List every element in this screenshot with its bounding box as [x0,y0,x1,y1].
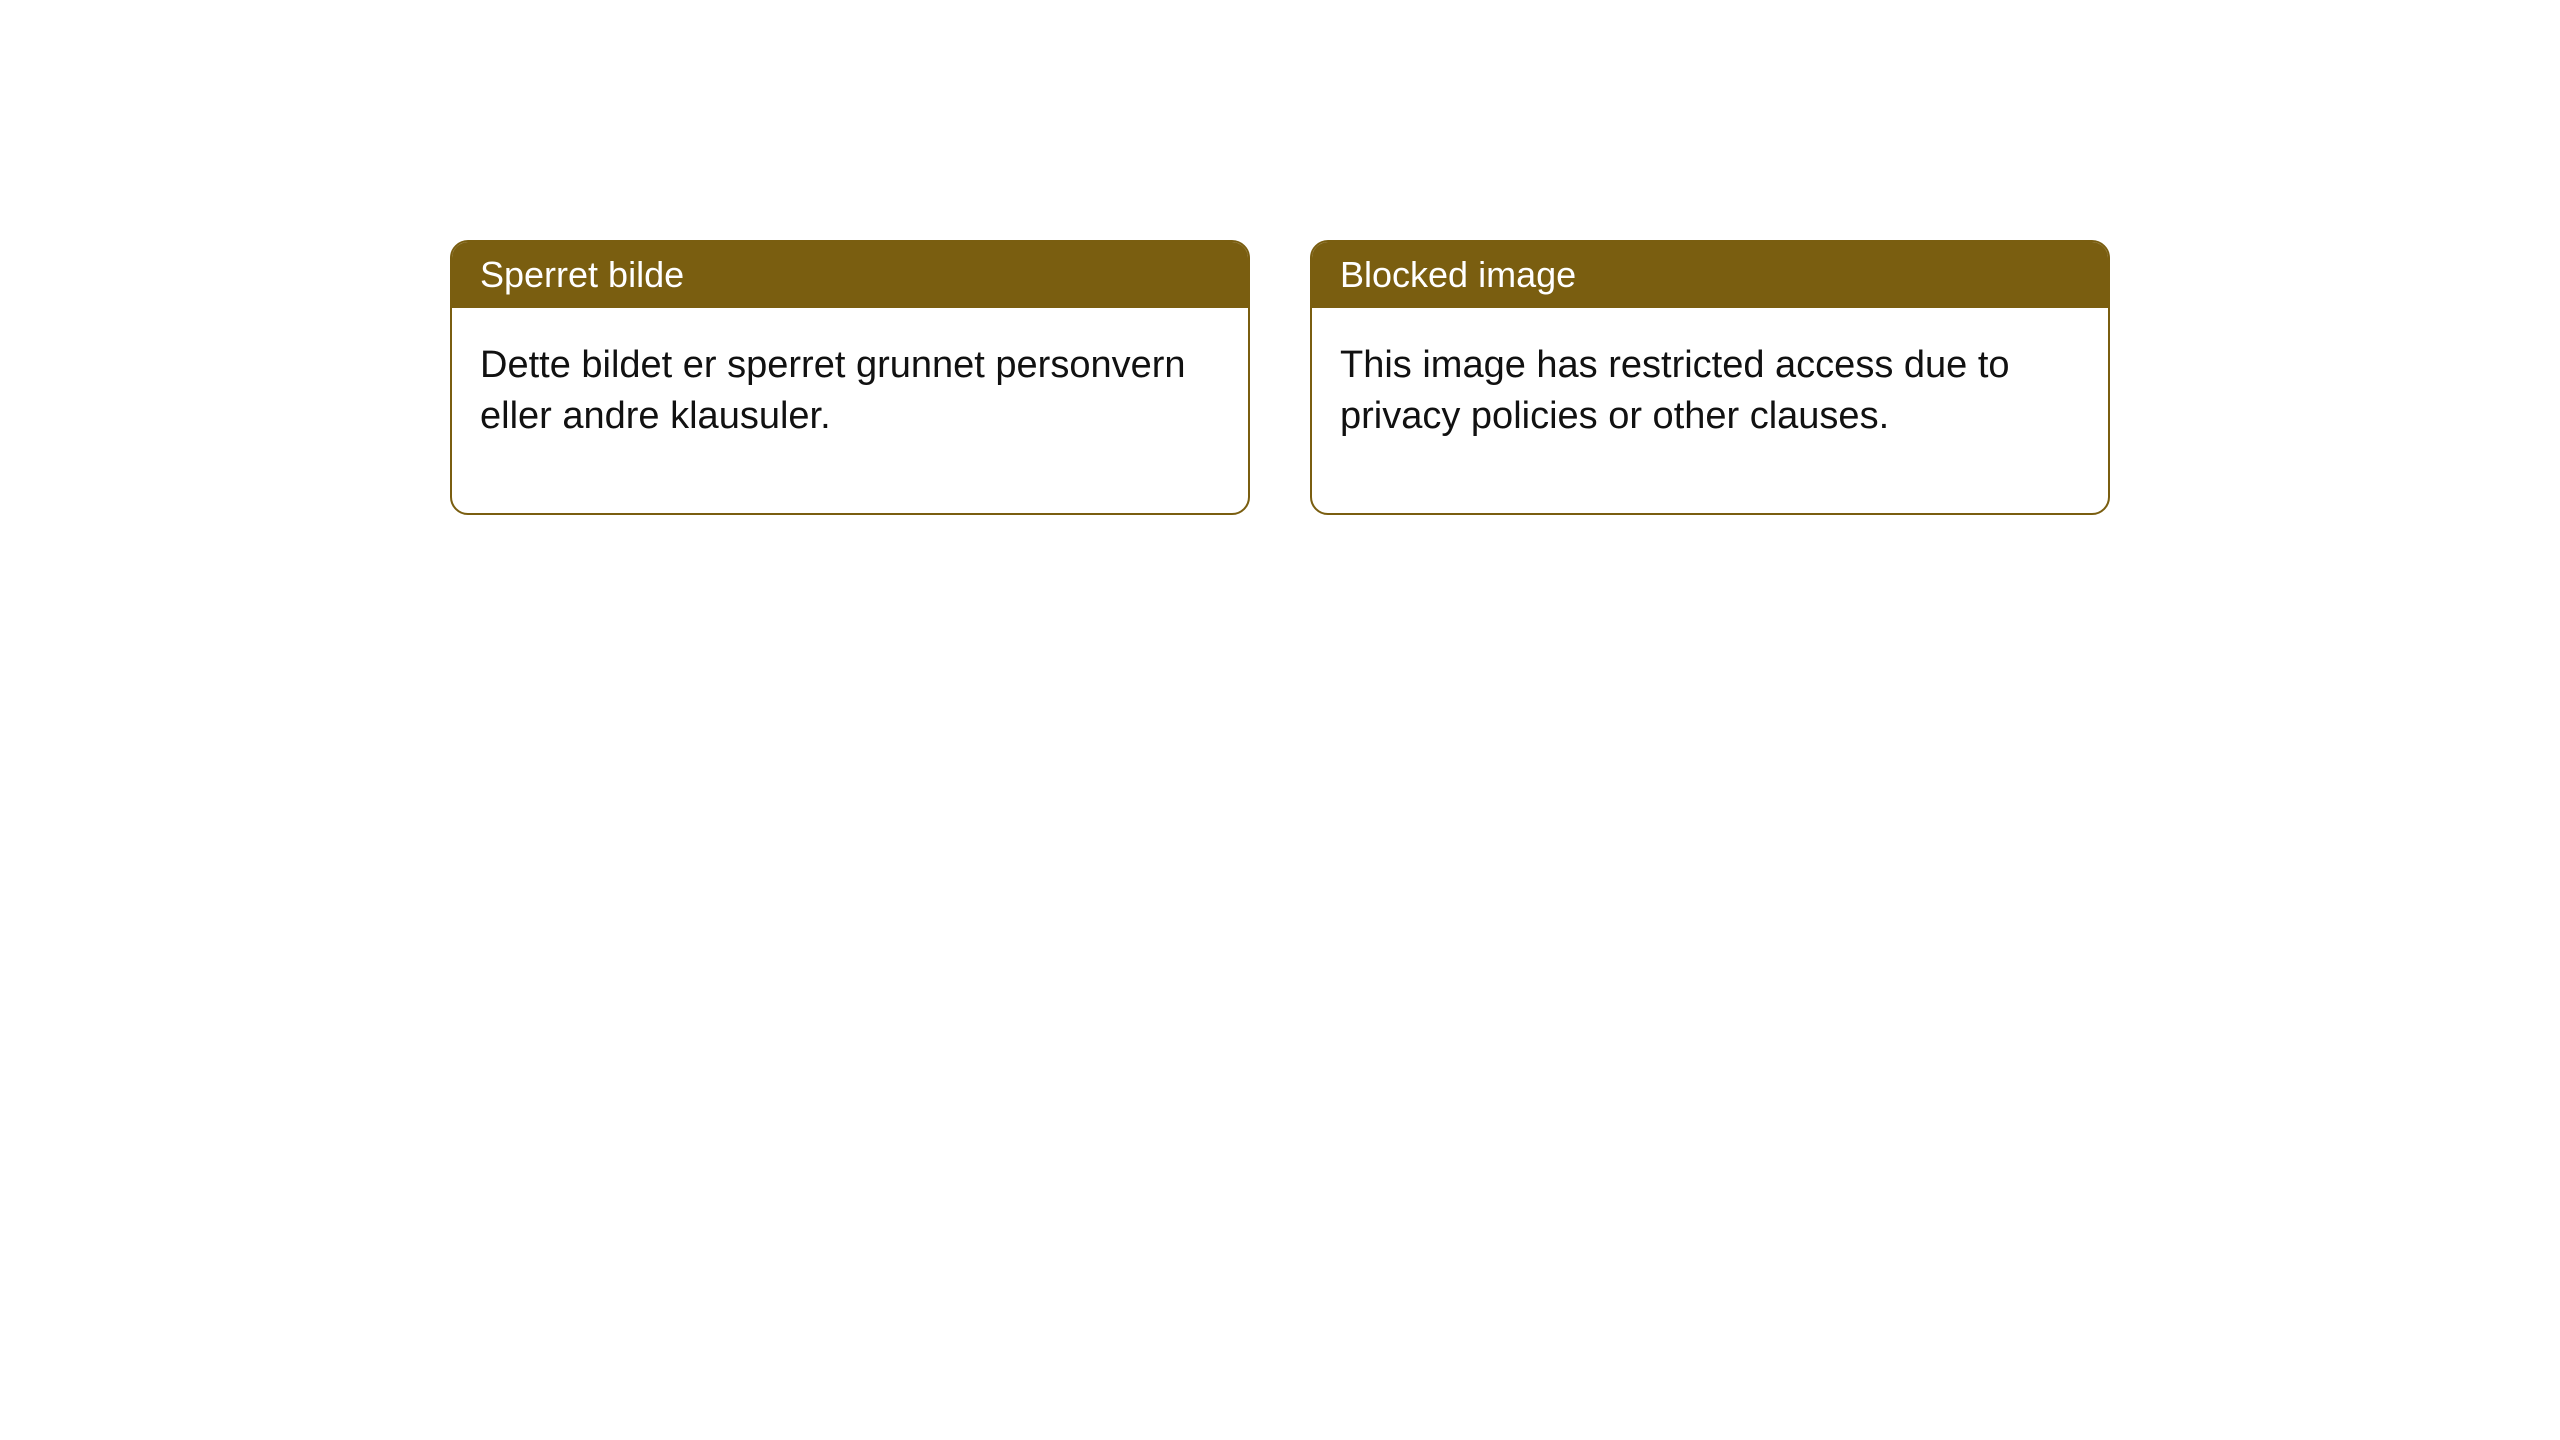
notice-card-header: Blocked image [1312,242,2108,308]
notice-card-english: Blocked image This image has restricted … [1310,240,2110,515]
notice-card-norwegian: Sperret bilde Dette bildet er sperret gr… [450,240,1250,515]
notice-card-header: Sperret bilde [452,242,1248,308]
notice-container: Sperret bilde Dette bildet er sperret gr… [450,240,2110,515]
notice-card-body: This image has restricted access due to … [1312,308,2108,513]
notice-card-body: Dette bildet er sperret grunnet personve… [452,308,1248,513]
